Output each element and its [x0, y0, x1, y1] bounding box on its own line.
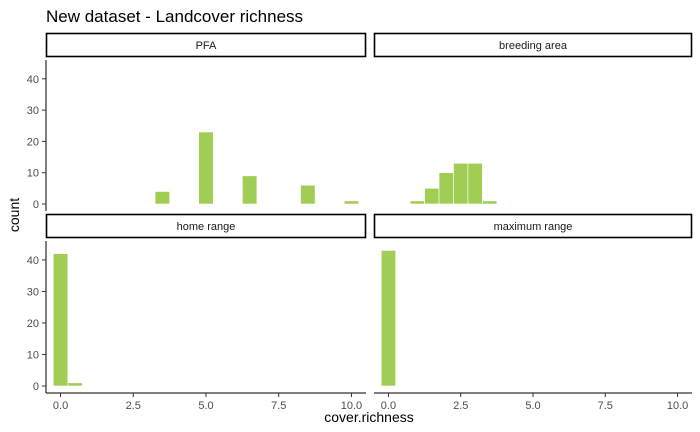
- chart-title: New dataset - Landcover richness: [46, 7, 303, 26]
- facet-panel: breeding area: [373, 32, 693, 205]
- facet-panel: maximum range 0.0 2.5 5.0 7.5 10.0: [373, 213, 693, 412]
- facet-strip: [373, 213, 693, 239]
- facet-label: maximum range: [494, 221, 573, 233]
- histogram-bar: [242, 175, 258, 205]
- y-tick-label: 0: [33, 381, 39, 393]
- x-tick-label: 2.5: [453, 400, 468, 412]
- y-tick-label: 0: [33, 199, 39, 211]
- histogram-bar: [300, 184, 316, 205]
- x-tick-label: 7.5: [271, 400, 286, 412]
- histogram-bar: [380, 250, 396, 387]
- histogram-bar: [438, 172, 454, 205]
- histogram-bar: [453, 163, 469, 205]
- facet-panel: PFA 0 10 20 30 40: [27, 32, 367, 211]
- y-tick-label: 20: [27, 136, 39, 148]
- facet-strip: [373, 32, 693, 58]
- histogram-bar: [198, 131, 214, 205]
- facet-panels: PFA 0 10 20 30 40 breeding area home range 0 10 20…: [27, 32, 693, 412]
- y-tick-label: 10: [27, 168, 39, 180]
- y-tick-label: 20: [27, 318, 39, 330]
- histogram-bar: [52, 253, 69, 387]
- histogram-bar: [467, 163, 483, 205]
- x-tick-label: 5.0: [198, 400, 213, 412]
- facet-label: PFA: [196, 40, 217, 52]
- x-tick-label: 7.5: [598, 400, 613, 412]
- x-axis-title: cover.richness: [324, 409, 413, 425]
- y-tick-label: 30: [27, 105, 39, 117]
- histogram-bar: [343, 200, 360, 205]
- x-tick-label: 10.0: [341, 400, 362, 412]
- facet-label: home range: [177, 221, 236, 233]
- x-tick-label: 0.0: [53, 400, 68, 412]
- histogram-bar: [67, 382, 83, 387]
- y-tick-label: 40: [27, 74, 39, 86]
- y-tick-label: 30: [27, 286, 39, 298]
- y-tick-label: 40: [27, 255, 39, 267]
- histogram-bar: [409, 200, 425, 205]
- histogram-bar: [482, 200, 498, 205]
- x-tick-label: 5.0: [525, 400, 540, 412]
- x-tick-label: 2.5: [126, 400, 141, 412]
- facet-label: breeding area: [499, 40, 568, 52]
- x-tick-label: 10.0: [667, 400, 688, 412]
- y-tick-label: 10: [27, 349, 39, 361]
- facet-strip: [45, 213, 367, 239]
- histogram-bar: [424, 188, 440, 205]
- facet-strip: [45, 32, 367, 58]
- facet-panel: home range 0 10 20 30 40 0.0 2.5 5.0 7.5 10.0: [27, 213, 367, 412]
- x-tick-label: 0.0: [381, 400, 396, 412]
- histogram-bar: [154, 191, 170, 205]
- y-axis-title: count: [6, 198, 22, 232]
